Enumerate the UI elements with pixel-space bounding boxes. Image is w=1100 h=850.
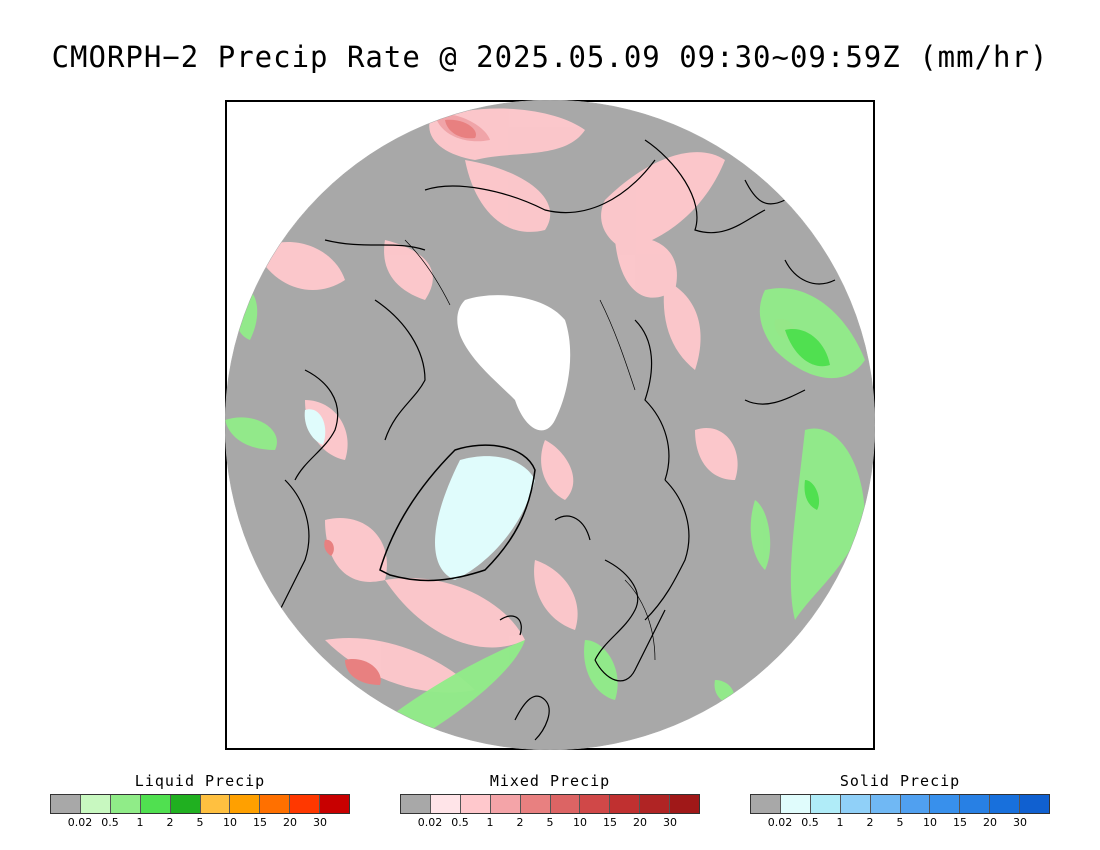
legend-swatch — [430, 795, 461, 813]
legend-tick-label: 0.02 — [67, 816, 93, 829]
greenland-coast — [379, 444, 536, 582]
legend-swatch — [990, 795, 1021, 813]
legend-swatch — [460, 795, 491, 813]
map-frame — [225, 100, 875, 750]
legend-tick-label: 20 — [633, 816, 647, 829]
legend-tick-label: 15 — [603, 816, 617, 829]
liquid-precip-moderate — [785, 329, 830, 510]
legend-swatch — [170, 795, 201, 813]
legend-tick-label: 0.5 — [101, 816, 119, 829]
legend-tick-label: 20 — [283, 816, 297, 829]
legend-tick-label: 10 — [573, 816, 587, 829]
legend-tick-label: 0.5 — [451, 816, 469, 829]
legend-liquid: Liquid Precip 0.02 0.5 1 2 5 10 15 20 30 — [50, 772, 350, 830]
legend-tick-label: 2 — [166, 816, 174, 829]
legend-ticks: 0.02 0.5 1 2 5 10 15 20 30 — [400, 814, 700, 830]
legend-tick-label: 20 — [983, 816, 997, 829]
legend-swatch — [401, 795, 431, 813]
legend-ticks: 0.02 0.5 1 2 5 10 15 20 30 — [750, 814, 1050, 830]
legend-swatch — [930, 795, 961, 813]
legend-swatch — [110, 795, 141, 813]
legend-swatch — [1020, 795, 1050, 813]
political-boundaries — [404, 239, 656, 661]
legend-swatch — [580, 795, 611, 813]
polar-ice-region — [457, 295, 571, 431]
legend-tick-label: 30 — [663, 816, 677, 829]
legend-swatch — [840, 795, 871, 813]
map-title: CMORPH−2 Precip Rate @ 2025.05.09 09:30~… — [51, 40, 1049, 74]
legend-swatch — [320, 795, 350, 813]
legend-mixed: Mixed Precip 0.02 0.5 1 2 5 10 15 20 30 — [400, 772, 700, 830]
legend-tick-label: 1 — [136, 816, 144, 829]
coastlines — [274, 139, 836, 741]
legend-tick-label: 10 — [223, 816, 237, 829]
legend-swatch — [780, 795, 811, 813]
legend-title: Liquid Precip — [134, 772, 266, 790]
legend-ticks: 0.02 0.5 1 2 5 10 15 20 30 — [50, 814, 350, 830]
legend-swatch — [550, 795, 581, 813]
legend-title: Mixed Precip — [489, 772, 611, 790]
legend-tick-label: 1 — [836, 816, 844, 829]
legend-tick-label: 2 — [516, 816, 524, 829]
legend-tick-label: 30 — [313, 816, 327, 829]
legend-swatch — [870, 795, 901, 813]
legend-tick-label: 10 — [923, 816, 937, 829]
legend-swatch — [520, 795, 551, 813]
legend-colorbar — [400, 794, 700, 814]
legend-tick-label: 0.5 — [801, 816, 819, 829]
legend-swatch — [230, 795, 261, 813]
legend-tick-label: 15 — [253, 816, 267, 829]
legend-swatch — [490, 795, 521, 813]
legend-swatch — [810, 795, 841, 813]
legend-tick-label: 0.02 — [417, 816, 443, 829]
legend-swatch — [290, 795, 321, 813]
legend-tick-label: 0.02 — [767, 816, 793, 829]
legend-swatch — [960, 795, 991, 813]
legend-tick-label: 15 — [953, 816, 967, 829]
legend-title: Solid Precip — [839, 772, 961, 790]
legend-swatch — [140, 795, 171, 813]
legend-tick-label: 5 — [546, 816, 554, 829]
legend-solid: Solid Precip 0.02 0.5 1 2 5 10 15 20 30 — [750, 772, 1050, 830]
legend-tick-label: 30 — [1013, 816, 1027, 829]
mixed-precip-areas — [255, 108, 738, 693]
legend-swatch — [751, 795, 781, 813]
legend-swatch — [260, 795, 291, 813]
legend-tick-label: 1 — [486, 816, 494, 829]
legend-swatch — [80, 795, 111, 813]
liquid-precip-areas — [225, 288, 865, 740]
legend-swatch — [900, 795, 931, 813]
legend-tick-label: 2 — [866, 816, 874, 829]
legend-colorbar — [750, 794, 1050, 814]
legend-swatch — [640, 795, 671, 813]
polar-map — [225, 100, 875, 750]
legend-swatch — [670, 795, 700, 813]
legend-swatch — [51, 795, 81, 813]
legend-tick-label: 5 — [896, 816, 904, 829]
legend-tick-label: 5 — [196, 816, 204, 829]
solid-precip-areas — [304, 409, 535, 580]
legend-swatch — [200, 795, 231, 813]
legend-colorbar — [50, 794, 350, 814]
legend-swatch — [610, 795, 641, 813]
